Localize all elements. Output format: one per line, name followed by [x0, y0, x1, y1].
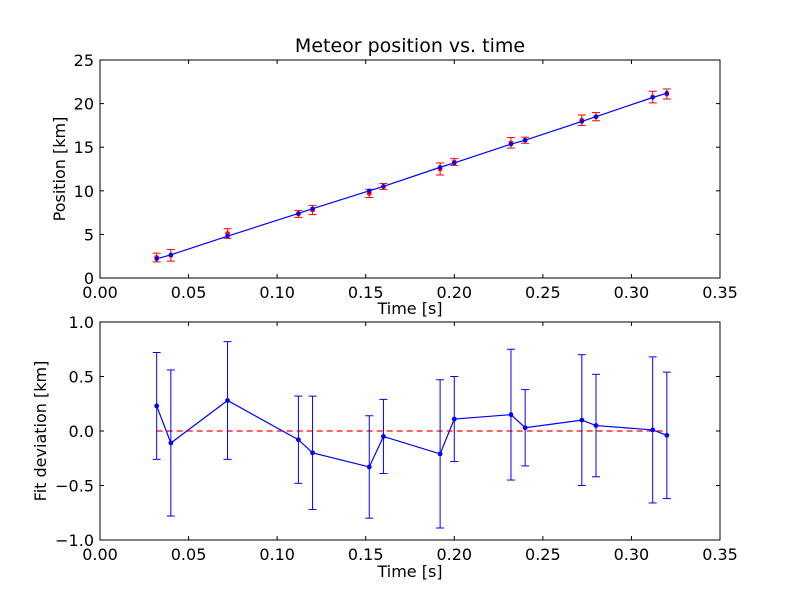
bottom-y-tick-label: −0.5 — [55, 477, 94, 496]
top-y-tick-label: 25 — [74, 51, 94, 70]
bottom-data-point — [310, 450, 315, 456]
top-chart-ticks: 0.00 0.05 0.10 0.15 0.20 0.25 0.30 0.35 0 5 10 15 20… — [74, 51, 738, 302]
bottom-x-tick-label: 0.30 — [614, 545, 650, 564]
top-x-tick-label: 0.00 — [82, 283, 118, 302]
bottom-y-tick-label: 0.0 — [69, 422, 94, 441]
top-fit-point — [154, 256, 159, 262]
bottom-chart-marks — [152, 341, 671, 529]
top-fit-point — [296, 211, 301, 216]
bottom-data-point — [366, 464, 372, 470]
bottom-x-tick-label: 0.35 — [702, 545, 738, 564]
top-fit-point — [310, 206, 315, 211]
top-chart-marks — [152, 88, 671, 263]
top-fit-point — [508, 141, 514, 147]
top-x-tick-label: 0.15 — [348, 283, 384, 302]
bottom-data-point — [508, 412, 514, 418]
bottom-x-axis-label: Time [s] — [376, 562, 442, 581]
top-plot-area — [100, 60, 720, 278]
top-fit-point — [367, 188, 372, 193]
top-x-axis-label: Time [s] — [376, 299, 442, 318]
bottom-data-point — [593, 423, 599, 428]
top-fit-point — [593, 114, 599, 119]
top-fit-point — [664, 90, 670, 96]
bottom-chart: 0.00 0.05 0.10 0.15 0.20 0.25 0.30 0.35 −1.0 −0.5… — [31, 313, 738, 581]
bottom-x-tick-label: 0.05 — [171, 545, 207, 564]
top-fit-point — [579, 119, 585, 124]
top-fit-point — [381, 184, 386, 189]
bottom-x-tick-label: 0.20 — [436, 545, 472, 564]
bottom-data-point — [437, 451, 443, 457]
top-fit-point — [452, 160, 457, 166]
bottom-data-point — [451, 416, 457, 422]
bottom-data-point — [579, 417, 585, 423]
top-plot-frame — [99, 59, 721, 279]
bottom-y-axis-label: Fit deviation [km] — [31, 361, 50, 502]
top-y-tick-label: 10 — [74, 182, 94, 201]
bottom-data-point — [168, 440, 174, 446]
top-x-tick-label: 0.10 — [259, 283, 295, 302]
bottom-y-tick-label: 1.0 — [69, 313, 94, 332]
top-chart: Meteor position vs. time 0.00 0.05 0.10 0.1… — [50, 35, 738, 318]
bottom-data-point — [522, 425, 528, 431]
top-x-tick-label: 0.30 — [614, 283, 650, 302]
bottom-x-tick-label: 0.15 — [348, 545, 384, 564]
bottom-x-tick-label: 0.10 — [259, 545, 295, 564]
top-fit-point — [522, 138, 528, 143]
bottom-chart-ticks: 0.00 0.05 0.10 0.15 0.20 0.25 0.30 0.35 −1.0 −0.5… — [55, 313, 738, 564]
bottom-y-tick-label: 0.5 — [69, 368, 94, 387]
bottom-data-point — [225, 398, 230, 403]
top-fit-point — [168, 252, 174, 258]
bottom-data-point — [296, 437, 301, 443]
bottom-x-tick-label: 0.00 — [82, 545, 118, 564]
top-chart-title: Meteor position vs. time — [295, 35, 525, 57]
top-y-tick-label: 5 — [84, 225, 94, 244]
top-y-tick-label: 20 — [74, 95, 94, 114]
bottom-data-point — [381, 434, 386, 439]
top-y-tick-label: 15 — [74, 138, 94, 157]
bottom-data-point — [650, 427, 656, 433]
bottom-data-point — [154, 403, 160, 409]
bottom-data-point — [664, 432, 670, 438]
bottom-x-tick-label: 0.25 — [525, 545, 561, 564]
top-x-tick-label: 0.25 — [525, 283, 561, 302]
top-y-tick-label: 0 — [84, 269, 94, 288]
top-x-tick-label: 0.05 — [171, 283, 207, 302]
bottom-y-tick-label: −1.0 — [55, 531, 94, 550]
top-x-tick-label: 0.20 — [436, 283, 472, 302]
top-x-tick-label: 0.35 — [702, 283, 738, 302]
top-fit-point — [437, 165, 443, 170]
top-fit-point — [650, 95, 655, 100]
top-y-axis-label: Position [km] — [50, 117, 69, 222]
top-fit-point — [225, 233, 230, 239]
